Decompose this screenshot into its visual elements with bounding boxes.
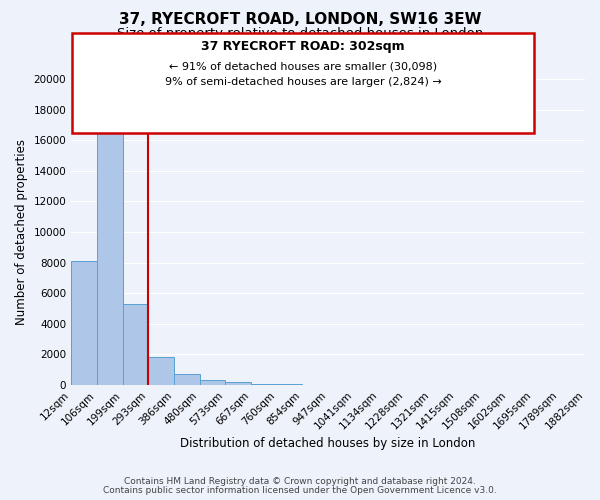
Text: Contains HM Land Registry data © Crown copyright and database right 2024.: Contains HM Land Registry data © Crown c… [124, 477, 476, 486]
Bar [251, 384, 277, 385]
Bar [148, 356, 174, 385]
Bar [71, 261, 97, 385]
Text: 37 RYECROFT ROAD: 302sqm: 37 RYECROFT ROAD: 302sqm [201, 40, 405, 53]
Bar [174, 374, 200, 385]
Y-axis label: Number of detached properties: Number of detached properties [15, 139, 28, 325]
Text: 9% of semi-detached houses are larger (2,824) →: 9% of semi-detached houses are larger (2… [164, 78, 442, 88]
Text: ← 91% of detached houses are smaller (30,098): ← 91% of detached houses are smaller (30… [169, 62, 437, 72]
Bar [226, 382, 251, 385]
Text: Size of property relative to detached houses in London: Size of property relative to detached ho… [117, 28, 483, 40]
Text: 37, RYECROFT ROAD, LONDON, SW16 3EW: 37, RYECROFT ROAD, LONDON, SW16 3EW [119, 12, 481, 28]
X-axis label: Distribution of detached houses by size in London: Distribution of detached houses by size … [181, 437, 476, 450]
Bar [200, 380, 226, 385]
Bar [97, 131, 122, 385]
Bar [277, 384, 302, 385]
Text: Contains public sector information licensed under the Open Government Licence v3: Contains public sector information licen… [103, 486, 497, 495]
Bar [122, 304, 148, 385]
